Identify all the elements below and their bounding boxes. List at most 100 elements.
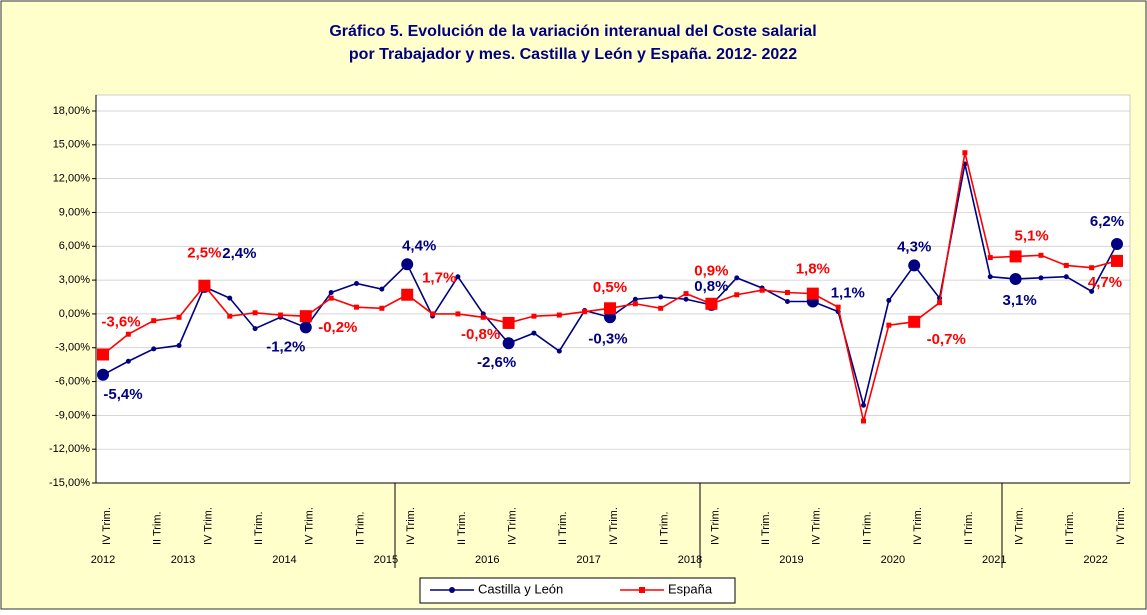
year-label: 2020 xyxy=(881,554,905,566)
point xyxy=(962,150,968,156)
data-label: -2,6% xyxy=(477,354,516,371)
point xyxy=(658,305,664,311)
year-label: 2022 xyxy=(1083,554,1107,566)
point xyxy=(125,331,131,337)
year-label: 2021 xyxy=(982,554,1006,566)
point xyxy=(531,313,537,319)
point xyxy=(401,288,414,301)
point xyxy=(277,312,283,318)
point xyxy=(861,402,866,408)
point xyxy=(151,346,157,352)
x-tick-label: IV Trim. xyxy=(608,507,620,545)
data-label: -0,8% xyxy=(461,326,500,343)
data-label: -0,3% xyxy=(588,330,627,347)
data-label: 1,1% xyxy=(831,284,865,301)
legend-label: España xyxy=(668,581,713,596)
point xyxy=(759,287,765,293)
point xyxy=(328,289,334,295)
legend-marker xyxy=(639,587,645,593)
point xyxy=(604,302,616,315)
y-tick-label: 3,00% xyxy=(59,274,90,286)
y-tick-label: 9,00% xyxy=(59,206,90,218)
point xyxy=(908,259,921,272)
point xyxy=(734,292,740,298)
data-label: 0,5% xyxy=(593,279,627,296)
point xyxy=(328,295,334,301)
point xyxy=(632,296,638,302)
x-tick-label: IV Trim. xyxy=(912,507,924,545)
point xyxy=(354,304,359,310)
point xyxy=(886,322,892,328)
point xyxy=(531,330,537,336)
y-tick-label: 18,00% xyxy=(53,105,91,117)
x-tick-label: II Trim. xyxy=(760,511,772,545)
chart-title: Gráfico 5. Evolución de la variación int… xyxy=(329,23,816,40)
point xyxy=(806,287,819,300)
legend-label: Castilla y León xyxy=(478,581,563,596)
point xyxy=(632,301,638,307)
y-tick-label: 12,00% xyxy=(53,173,91,185)
point xyxy=(1038,275,1044,281)
point xyxy=(455,311,461,317)
point xyxy=(379,286,385,292)
data-label: 4,4% xyxy=(402,237,436,254)
data-label: 5,1% xyxy=(1014,227,1048,244)
legend-marker xyxy=(449,587,455,593)
data-label: 2,4% xyxy=(222,245,256,262)
data-label: 6,2% xyxy=(1090,213,1124,230)
point xyxy=(784,289,790,295)
x-tick-label: IV Trim. xyxy=(304,507,316,545)
point xyxy=(1063,262,1069,268)
x-tick-label: II Trim. xyxy=(152,511,164,545)
point xyxy=(1063,274,1069,280)
point xyxy=(430,311,436,317)
data-label: 1,7% xyxy=(422,270,456,287)
y-tick-label: 6,00% xyxy=(59,240,90,252)
x-tick-label: II Trim. xyxy=(861,511,873,545)
point xyxy=(480,314,486,320)
point xyxy=(1111,238,1123,251)
point xyxy=(683,296,689,302)
data-label: 4,3% xyxy=(897,238,931,255)
point xyxy=(658,294,664,300)
point xyxy=(354,280,359,286)
x-tick-label: IV Trim. xyxy=(709,507,721,545)
point xyxy=(1111,254,1123,267)
point xyxy=(987,255,993,261)
x-tick-label: II Trim. xyxy=(1064,511,1076,545)
point xyxy=(299,321,312,334)
point xyxy=(908,315,921,328)
point xyxy=(502,316,515,329)
point xyxy=(252,310,258,316)
year-label: 2015 xyxy=(374,554,398,566)
point xyxy=(582,309,588,315)
data-label: 2,5% xyxy=(187,245,221,262)
point xyxy=(683,291,689,297)
x-tick-label: IV Trim. xyxy=(507,507,519,545)
data-label: 3,1% xyxy=(1002,292,1036,309)
point xyxy=(151,318,157,324)
point xyxy=(886,297,892,303)
point xyxy=(502,337,515,350)
x-tick-label: II Trim. xyxy=(557,511,569,545)
point xyxy=(401,258,414,271)
point xyxy=(835,304,841,310)
point xyxy=(227,313,233,319)
point xyxy=(227,295,233,301)
data-label: -1,2% xyxy=(266,338,305,355)
x-tick-label: IV Trim. xyxy=(101,507,113,545)
point xyxy=(176,314,182,320)
y-tick-label: -6,00% xyxy=(55,375,90,387)
x-tick-label: II Trim. xyxy=(456,511,468,545)
plot-area xyxy=(95,94,1131,484)
point xyxy=(252,326,258,332)
y-tick-label: -3,00% xyxy=(55,342,90,354)
point xyxy=(987,274,993,280)
y-tick-label: -15,00% xyxy=(49,477,90,489)
data-label: 4,7% xyxy=(1088,274,1122,291)
point xyxy=(937,300,943,306)
point xyxy=(198,279,211,292)
point xyxy=(176,342,182,348)
data-label: -3,6% xyxy=(101,313,140,330)
point xyxy=(1038,252,1044,258)
